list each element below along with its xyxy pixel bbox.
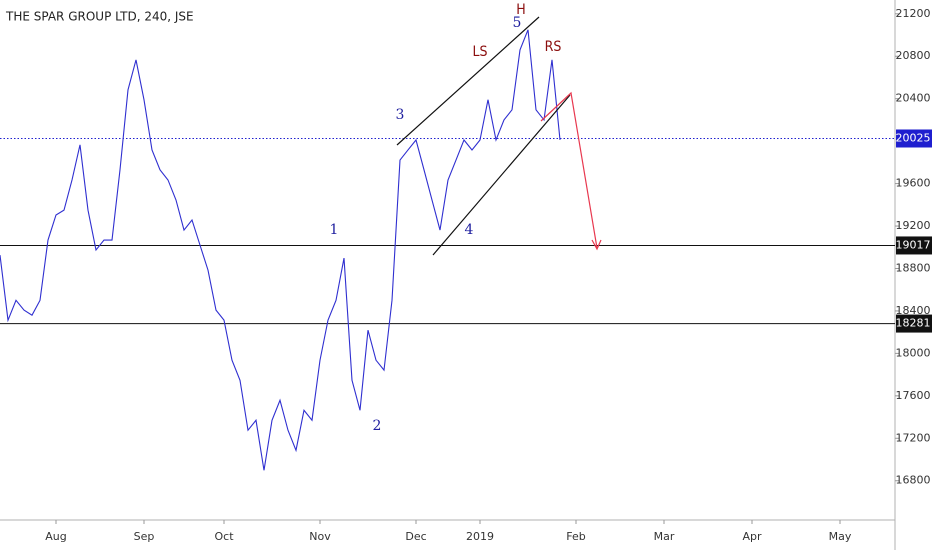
level-label-box	[896, 314, 932, 333]
y-tick-label: 19600	[896, 177, 931, 190]
pattern-label: RS	[545, 39, 562, 55]
wave-label: 1	[330, 222, 339, 238]
projection-arrow	[540, 91, 598, 249]
pattern-label: H	[516, 2, 525, 18]
x-tick-label: Oct	[214, 530, 234, 543]
level-label-box	[896, 129, 932, 148]
y-tick-label: 18000	[896, 346, 931, 359]
y-tick-label: 20400	[896, 92, 931, 105]
wave-label: 5	[513, 15, 522, 31]
y-tick-label: 19200	[896, 219, 931, 232]
x-tick-label: Apr	[742, 530, 762, 543]
y-tick-label: 18800	[896, 261, 931, 274]
level-label-box	[896, 236, 932, 255]
wave-label: 3	[396, 107, 405, 123]
channel-upper	[396, 16, 540, 146]
level-label: 20025	[896, 131, 931, 144]
y-tick-label: 17600	[896, 389, 931, 402]
level-label: 18281	[896, 317, 931, 330]
y-tick-label: 20800	[896, 49, 931, 62]
y-tick-label: 21200	[896, 7, 931, 20]
x-tick-label: Dec	[405, 530, 426, 543]
x-tick-label: Feb	[566, 530, 585, 543]
x-tick-label: Nov	[309, 530, 331, 543]
price-line	[0, 29, 561, 471]
y-tick-label: 16800	[896, 474, 931, 487]
level-label: 19017	[896, 238, 931, 251]
chart-title: THE SPAR GROUP LTD, 240, JSE	[5, 10, 194, 24]
wave-label: 4	[465, 222, 474, 238]
x-tick-label: Sep	[134, 530, 155, 543]
pattern-label: LS	[472, 44, 487, 60]
x-tick-label: May	[829, 530, 852, 543]
wave-label: 2	[373, 418, 382, 434]
x-tick-label: Aug	[45, 530, 66, 543]
arrow-head	[591, 239, 602, 251]
y-tick-label: 17200	[896, 431, 931, 444]
x-tick-label: Mar	[654, 530, 675, 543]
y-tick-label: 18400	[896, 304, 931, 317]
x-tick-label: 2019	[466, 530, 494, 543]
channel-lower	[432, 94, 571, 256]
